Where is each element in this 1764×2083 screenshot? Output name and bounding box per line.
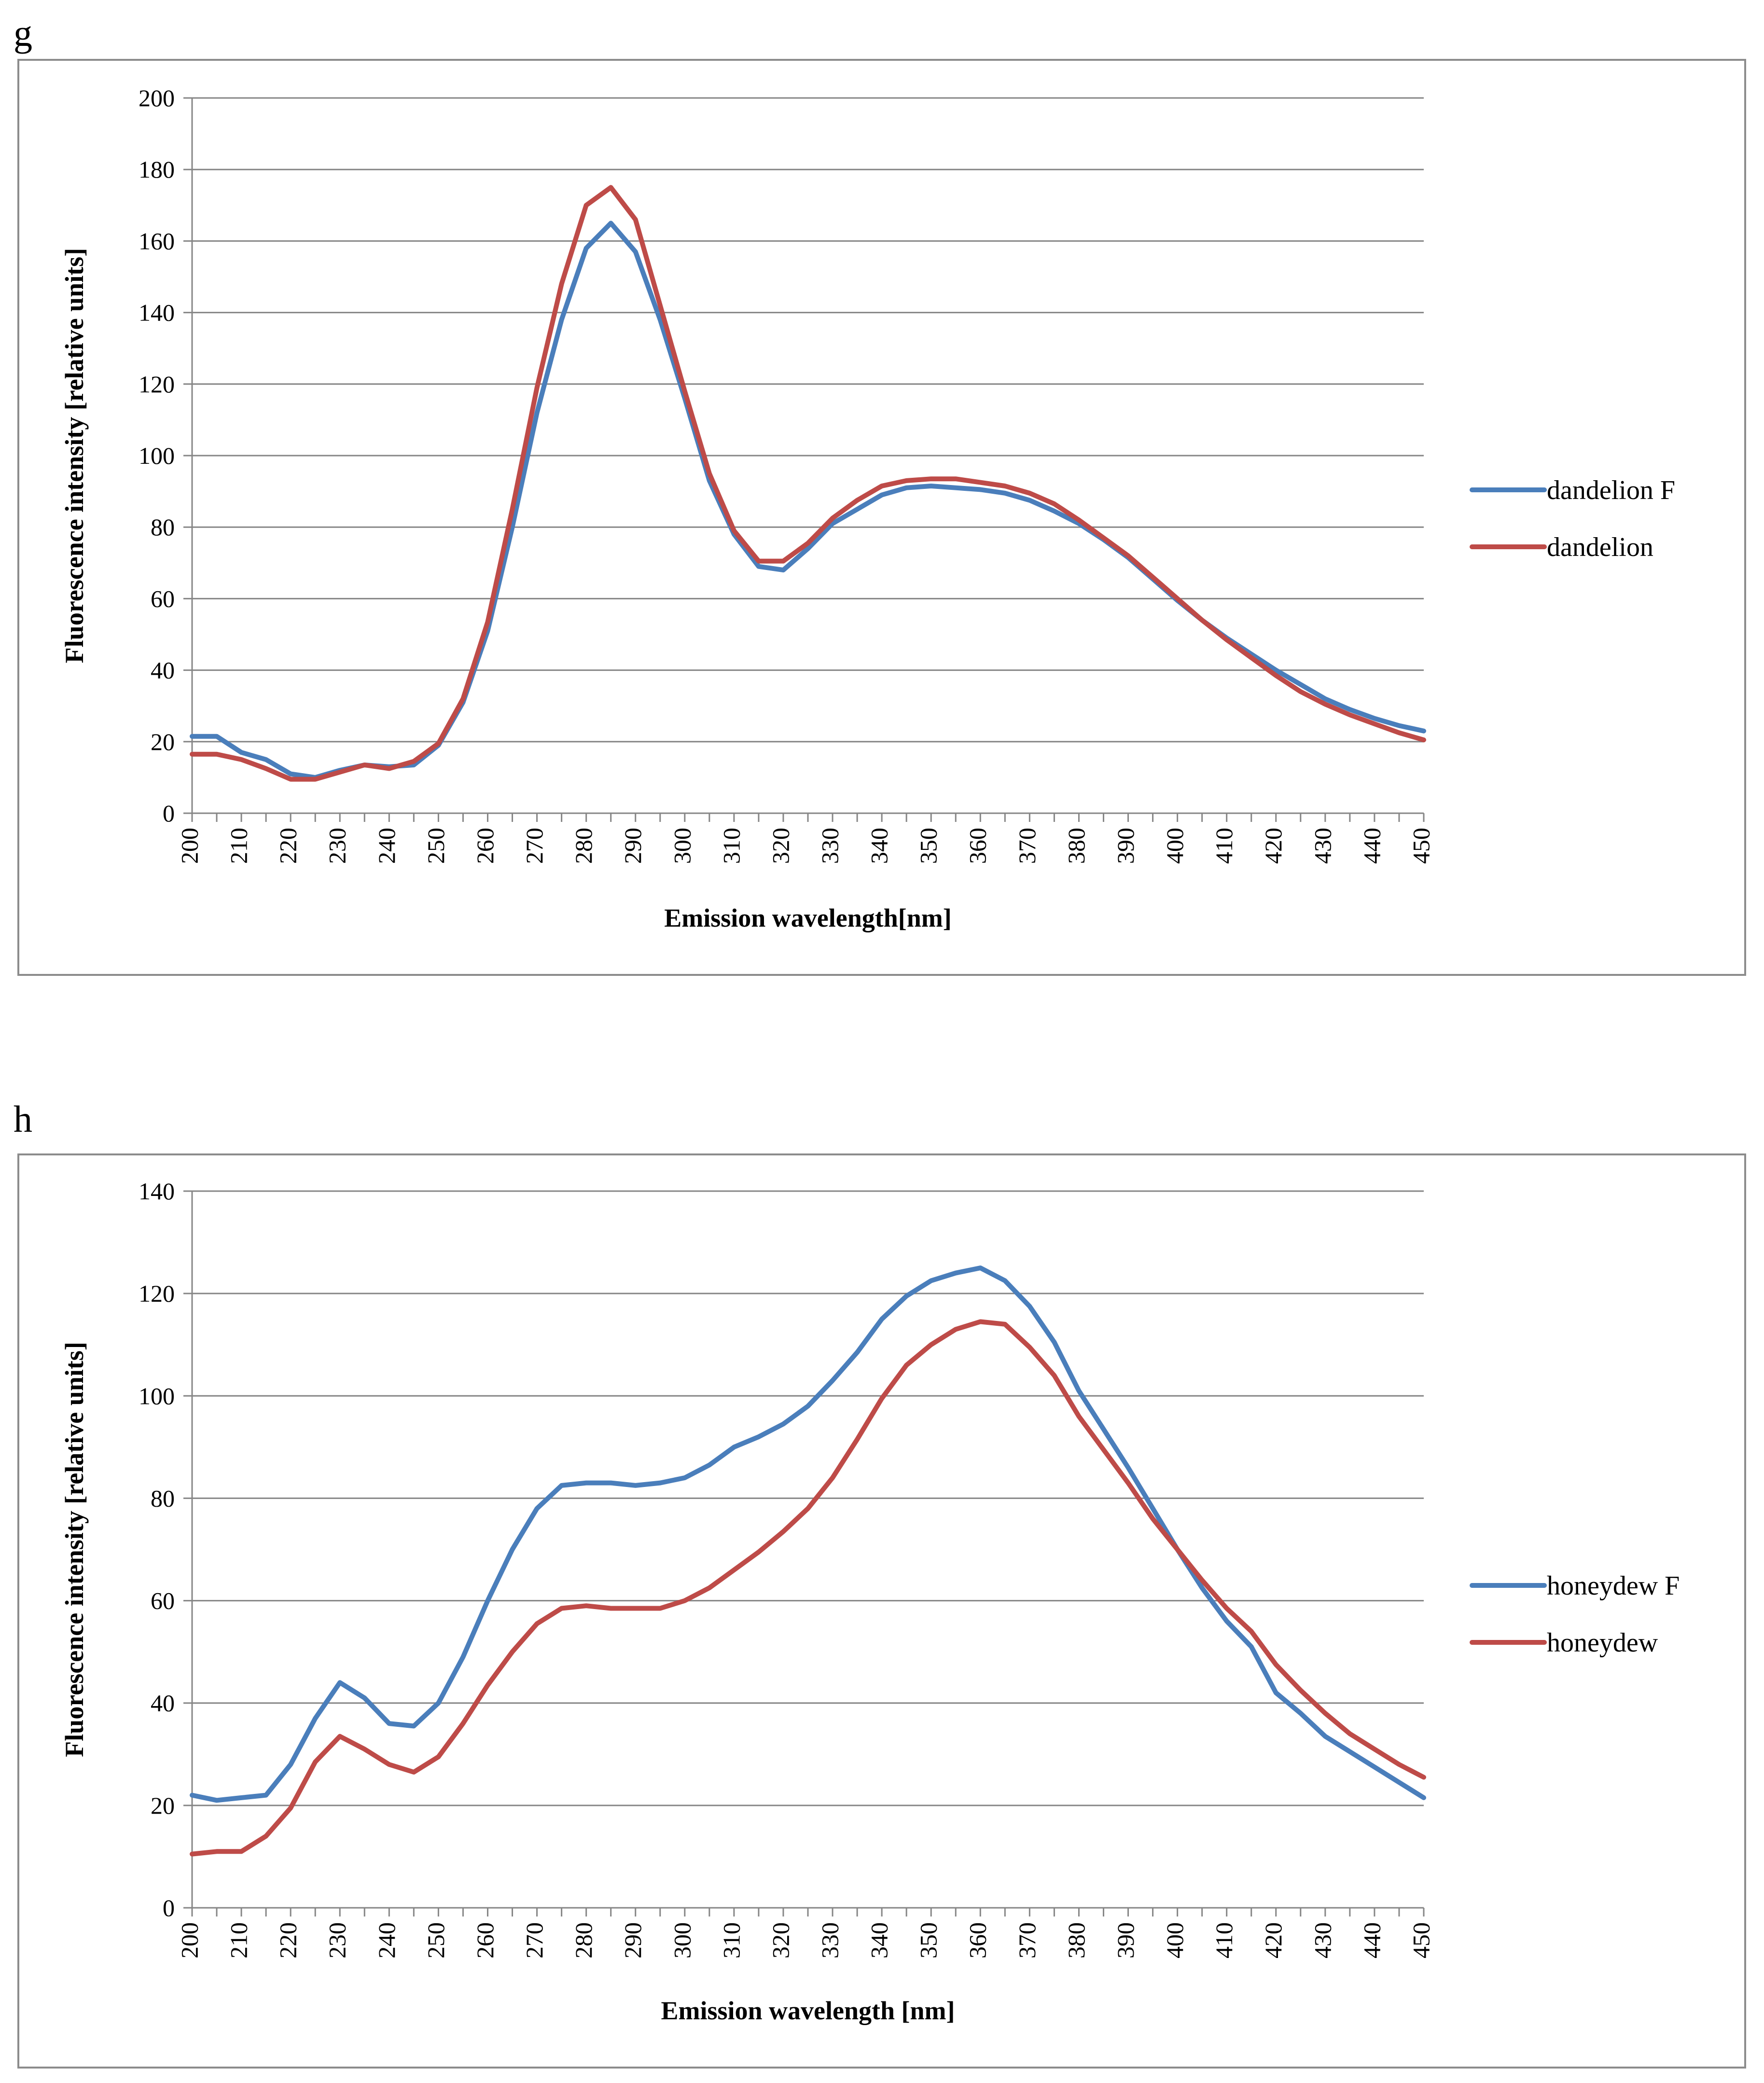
x-tick-label: 430	[1309, 828, 1336, 864]
x-tick-label: 400	[1161, 1922, 1188, 1958]
x-tick-label: 450	[1407, 828, 1434, 864]
x-tick-label: 230	[324, 1922, 351, 1958]
x-tick-label: 230	[324, 828, 351, 864]
y-tick-label: 140	[139, 1178, 175, 1205]
y-tick-label: 180	[139, 156, 175, 183]
x-tick-label: 350	[915, 1922, 942, 1958]
x-tick-label: 250	[422, 828, 449, 864]
x-tick-label: 410	[1210, 1922, 1237, 1958]
x-tick-label: 380	[1063, 828, 1090, 864]
x-tick-label: 350	[915, 828, 942, 864]
legend-label: dandelion	[1547, 532, 1653, 562]
x-tick-label: 220	[275, 1922, 302, 1958]
legend-label: honeydew F	[1547, 1571, 1680, 1601]
y-tick-label: 20	[151, 728, 175, 755]
y-tick-label: 40	[151, 657, 175, 684]
x-tick-label: 450	[1407, 1922, 1434, 1958]
x-tick-label: 380	[1063, 1922, 1090, 1958]
x-tick-label: 200	[176, 1922, 203, 1958]
x-tick-label: 430	[1309, 1922, 1336, 1958]
x-tick-label: 310	[718, 1922, 745, 1958]
y-tick-label: 0	[163, 800, 175, 827]
legend-label: dandelion F	[1547, 475, 1675, 505]
y-axis-title: Fluorescence intensity [relative units]	[60, 248, 89, 663]
x-tick-label: 280	[570, 828, 597, 864]
y-tick-label: 120	[139, 1280, 175, 1307]
x-tick-label: 370	[1014, 828, 1041, 864]
x-tick-label: 240	[373, 1922, 400, 1958]
x-tick-label: 260	[472, 828, 499, 864]
x-tick-label: 360	[964, 1922, 991, 1958]
x-tick-label: 210	[225, 1922, 252, 1958]
series-line-b	[190, 1319, 1426, 1857]
chart-g: 0 20 40 60 80 100 120 140 160 180 200 200 210 220 230 2…	[60, 84, 1675, 932]
x-tick-label: 200	[176, 828, 203, 864]
y-tick-label: 40	[151, 1690, 175, 1717]
x-tick-label: 440	[1358, 1922, 1385, 1958]
x-tick-label: 330	[817, 828, 844, 864]
y-tick-label: 140	[139, 299, 175, 326]
x-tick-label: 370	[1014, 1922, 1041, 1958]
x-tick-label: 330	[817, 1922, 844, 1958]
x-tick-label: 320	[767, 1922, 794, 1958]
x-tick-label: 270	[521, 828, 548, 864]
x-tick-label: 210	[225, 828, 252, 864]
y-tick-label: 60	[151, 585, 175, 612]
x-tick-label: 440	[1358, 828, 1385, 864]
y-tick-label: 60	[151, 1587, 175, 1614]
chart-h: 0 20 40 60 80 100 120 140 200 210 220 230 240 250 260 2…	[60, 1178, 1680, 2025]
panel-label-g: g	[14, 12, 32, 54]
x-tick-label: 290	[619, 828, 646, 864]
x-tick-label: 250	[422, 1922, 449, 1958]
x-axis-title: Emission wavelength [nm]	[661, 1996, 955, 2025]
y-tick-label: 100	[139, 442, 175, 469]
x-tick-label: 260	[472, 1922, 499, 1958]
x-tick-label: 410	[1210, 828, 1237, 864]
y-tick-label: 120	[139, 371, 175, 398]
y-tick-label: 200	[139, 84, 175, 111]
chart-h-frame	[17, 1153, 1746, 2069]
series-line-a	[190, 1265, 1426, 1803]
x-tick-label: 390	[1112, 1922, 1139, 1958]
x-tick-label: 400	[1161, 828, 1188, 864]
series-line-a	[190, 221, 1426, 780]
x-tick-label: 220	[275, 828, 302, 864]
legend-label: honeydew	[1547, 1628, 1658, 1658]
y-tick-label: 160	[139, 227, 175, 254]
panel-label-h: h	[14, 1098, 32, 1140]
y-axis-title: Fluorescence intensity [relative units]	[60, 1342, 89, 1757]
x-tick-label: 360	[964, 828, 991, 864]
y-tick-label: 80	[151, 1485, 175, 1512]
x-tick-label: 320	[767, 828, 794, 864]
x-tick-label: 280	[570, 1922, 597, 1958]
x-tick-label: 300	[668, 828, 695, 864]
x-tick-label: 300	[668, 1922, 695, 1958]
x-tick-label: 340	[866, 1922, 893, 1958]
x-tick-label: 340	[866, 828, 893, 864]
x-tick-label: 290	[619, 1922, 646, 1958]
x-tick-label: 310	[718, 828, 745, 864]
x-axis-title: Emission wavelength[nm]	[664, 903, 952, 932]
y-tick-label: 0	[163, 1894, 175, 1921]
x-tick-label: 390	[1112, 828, 1139, 864]
x-tick-label: 420	[1260, 1922, 1287, 1958]
series-line-b	[190, 185, 1426, 782]
y-tick-label: 80	[151, 514, 175, 541]
y-tick-label: 100	[139, 1382, 175, 1409]
x-tick-label: 270	[521, 1922, 548, 1958]
x-tick-label: 240	[373, 828, 400, 864]
x-tick-label: 420	[1260, 828, 1287, 864]
y-tick-label: 20	[151, 1792, 175, 1819]
chart-g-frame	[17, 59, 1746, 976]
